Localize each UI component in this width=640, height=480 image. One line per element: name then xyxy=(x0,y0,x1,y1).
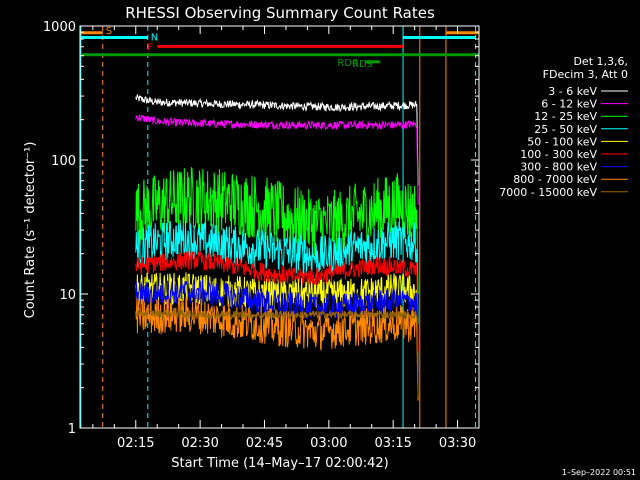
series-line-4 xyxy=(135,272,419,372)
footer-date: 1–Sep–2022 00:51 xyxy=(562,468,636,477)
plot-frame xyxy=(79,25,480,429)
state-bar-label-5: RD9 xyxy=(352,59,373,70)
y-tick-label-2: 100 xyxy=(51,154,76,169)
legend-label-5: 100 - 300 keV xyxy=(520,148,597,161)
legend-label-1: 6 - 12 keV xyxy=(541,98,597,111)
legend-label-0: 3 - 6 keV xyxy=(548,85,597,98)
series-line-8 xyxy=(135,308,419,396)
state-bar-label-6: RD6 xyxy=(337,58,358,69)
series-line-5 xyxy=(135,250,419,352)
series-line-3 xyxy=(135,220,419,324)
x-tick-label-2: 02:45 xyxy=(246,436,283,451)
x-tick-label-5: 03:30 xyxy=(439,436,476,451)
legend-label-2: 12 - 25 keV xyxy=(534,110,597,123)
state-bar-label-0: S xyxy=(106,26,112,37)
legend-label-7: 800 - 7000 keV xyxy=(513,173,597,186)
x-tick-label-3: 03:00 xyxy=(310,436,347,451)
legend-label-8: 7000 - 15000 keV xyxy=(499,186,597,199)
series-line-6 xyxy=(135,278,419,384)
x-axis-label: Start Time (14–May–17 02:00:42) xyxy=(171,456,388,471)
series-line-0 xyxy=(135,94,419,186)
x-tick-label-0: 02:15 xyxy=(117,436,154,451)
x-tick-label-1: 02:30 xyxy=(181,436,218,451)
y-axis-label: Count Rate (s⁻¹ detector⁻¹) xyxy=(23,142,38,319)
legend-label-3: 25 - 50 keV xyxy=(534,123,597,136)
y-tick-label-3: 1000 xyxy=(43,20,76,35)
y-tick-label-0: 1 xyxy=(68,422,76,437)
state-bar-label-2: N xyxy=(151,33,158,44)
legend-label-4: 50 - 100 keV xyxy=(527,135,597,148)
series-line-2 xyxy=(135,166,419,295)
x-tick-label-4: 03:15 xyxy=(374,436,411,451)
state-bar-label-4: F xyxy=(147,42,153,53)
legend-header-line-1: Det 1,3,6, xyxy=(573,55,628,68)
legend-label-6: 300 - 800 keV xyxy=(520,161,597,174)
series-line-7 xyxy=(135,295,419,401)
axes: 1 10 100 1000 02:15 02:30 02:45 03:00 03:15 03:30 xyxy=(43,20,480,451)
series-line-1 xyxy=(135,114,419,205)
y-tick-label-1: 10 xyxy=(59,288,76,303)
legend-header-line-2: FDecim 3, Att 0 xyxy=(543,68,628,81)
chart-title: RHESSI Observing Summary Count Rates xyxy=(125,4,435,22)
